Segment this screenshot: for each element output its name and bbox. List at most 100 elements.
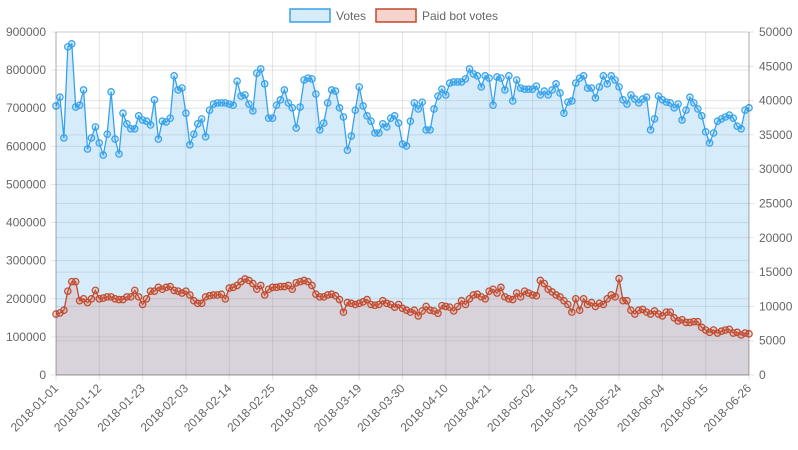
point-votes bbox=[276, 96, 285, 104]
point-votes bbox=[532, 82, 541, 90]
point-votes bbox=[343, 146, 352, 154]
point-paid-bot-votes bbox=[359, 298, 367, 306]
point-votes bbox=[623, 100, 631, 108]
point-votes bbox=[60, 134, 68, 142]
point-votes bbox=[205, 106, 214, 114]
point-votes bbox=[119, 109, 127, 117]
point-votes bbox=[666, 99, 675, 107]
point-votes bbox=[123, 120, 131, 128]
point-votes bbox=[713, 117, 722, 125]
point-votes bbox=[701, 128, 710, 136]
point-votes bbox=[579, 72, 588, 80]
point-votes bbox=[103, 130, 111, 138]
point-votes bbox=[316, 126, 324, 134]
y-left-tick-label: 500000 bbox=[6, 177, 46, 191]
point-votes bbox=[658, 96, 667, 104]
point-paid-bot-votes bbox=[335, 295, 344, 304]
point-votes bbox=[166, 114, 174, 122]
point-paid-bot-votes bbox=[402, 306, 411, 315]
point-paid-bot-votes bbox=[461, 300, 470, 309]
point-paid-bot-votes bbox=[607, 291, 615, 299]
point-paid-bot-votes bbox=[434, 309, 442, 318]
point-votes bbox=[256, 65, 265, 73]
point-votes bbox=[682, 106, 690, 114]
point-paid-bot-votes bbox=[138, 300, 147, 309]
point-votes bbox=[674, 100, 682, 108]
point-votes bbox=[473, 72, 482, 80]
point-paid-bot-votes bbox=[130, 286, 139, 295]
point-votes bbox=[508, 97, 517, 105]
point-votes bbox=[591, 94, 600, 102]
point-paid-bot-votes bbox=[508, 295, 517, 304]
point-votes bbox=[233, 77, 241, 85]
point-paid-bot-votes bbox=[308, 281, 316, 290]
point-votes bbox=[638, 95, 647, 103]
legend-label-votes[interactable]: Votes bbox=[336, 9, 366, 23]
point-votes bbox=[697, 112, 706, 120]
point-paid-bot-votes bbox=[477, 293, 486, 301]
point-votes bbox=[363, 112, 371, 120]
point-paid-bot-votes bbox=[134, 293, 143, 301]
point-paid-bot-votes bbox=[339, 308, 348, 316]
point-votes bbox=[438, 85, 446, 93]
point-paid-bot-votes bbox=[174, 287, 182, 295]
point-votes bbox=[359, 102, 367, 110]
point-votes bbox=[642, 93, 651, 101]
point-paid-bot-votes bbox=[107, 293, 115, 301]
legend: Votes Paid bot votes bbox=[289, 8, 498, 23]
point-paid-bot-votes bbox=[705, 328, 714, 337]
point-paid-bot-votes bbox=[524, 289, 533, 297]
point-paid-bot-votes bbox=[497, 283, 505, 292]
point-paid-bot-votes bbox=[654, 310, 663, 318]
point-paid-bot-votes bbox=[701, 326, 710, 334]
y-right-tick-label: 5000 bbox=[759, 334, 786, 348]
point-votes bbox=[367, 117, 375, 125]
y-right-tick-label: 25000 bbox=[759, 197, 793, 211]
point-paid-bot-votes bbox=[481, 294, 489, 303]
point-votes bbox=[402, 142, 411, 150]
point-votes bbox=[717, 115, 726, 123]
point-votes bbox=[52, 102, 60, 110]
point-votes bbox=[347, 132, 356, 140]
point-paid-bot-votes bbox=[532, 291, 541, 300]
point-votes bbox=[615, 83, 623, 91]
point-votes bbox=[115, 150, 123, 158]
point-votes bbox=[83, 145, 92, 153]
point-paid-bot-votes bbox=[221, 294, 230, 303]
point-votes bbox=[646, 126, 655, 134]
point-votes bbox=[174, 86, 182, 94]
point-votes bbox=[296, 103, 304, 111]
point-votes bbox=[87, 134, 96, 142]
legend-swatch-paid-bot-votes[interactable] bbox=[375, 8, 417, 23]
point-paid-bot-votes bbox=[256, 281, 265, 290]
point-paid-bot-votes bbox=[186, 291, 194, 299]
point-votes bbox=[386, 114, 395, 122]
point-votes bbox=[71, 103, 80, 111]
legend-swatch-votes[interactable] bbox=[289, 8, 331, 23]
point-paid-bot-votes bbox=[552, 291, 560, 299]
y-right-tick-label: 15000 bbox=[759, 265, 793, 279]
point-votes bbox=[406, 117, 415, 125]
point-votes bbox=[193, 120, 202, 128]
point-votes bbox=[686, 93, 694, 101]
point-votes bbox=[111, 135, 119, 143]
point-votes bbox=[331, 87, 340, 95]
point-paid-bot-votes bbox=[583, 300, 592, 309]
point-paid-bot-votes bbox=[87, 294, 96, 303]
point-paid-bot-votes bbox=[493, 289, 501, 297]
point-votes bbox=[272, 101, 281, 109]
point-votes bbox=[390, 112, 399, 120]
point-paid-bot-votes bbox=[694, 317, 702, 326]
area-votes bbox=[56, 43, 749, 376]
legend-label-paid-bot-votes[interactable]: Paid bot votes bbox=[422, 9, 498, 23]
point-paid-bot-votes bbox=[430, 307, 438, 315]
point-votes bbox=[292, 124, 300, 132]
point-votes bbox=[505, 72, 513, 80]
point-votes bbox=[571, 79, 580, 87]
point-votes bbox=[95, 139, 104, 147]
point-votes bbox=[599, 72, 608, 80]
point-votes bbox=[544, 91, 552, 99]
point-votes bbox=[595, 83, 604, 91]
point-paid-bot-votes bbox=[288, 285, 297, 294]
point-votes bbox=[91, 123, 100, 131]
